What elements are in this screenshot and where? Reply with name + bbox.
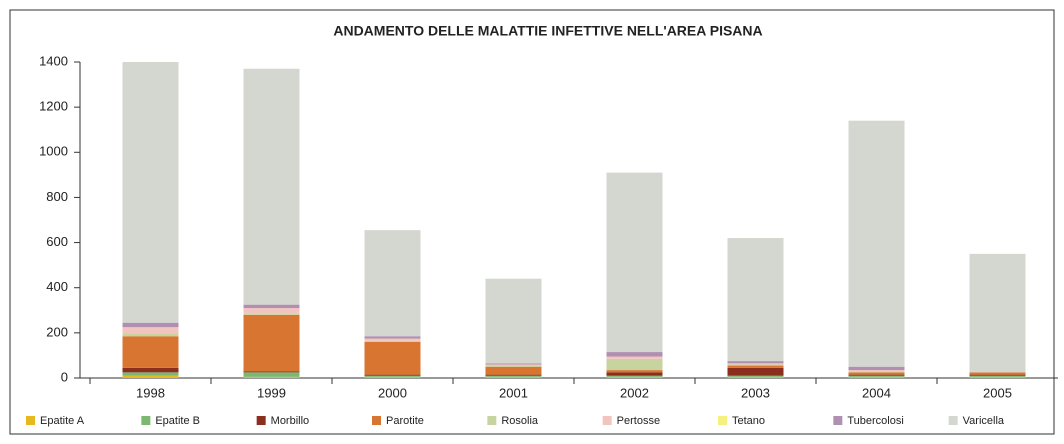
legend-swatch — [487, 416, 497, 425]
x-tick-label: 1999 — [257, 385, 286, 400]
y-tick-label: 400 — [46, 279, 68, 294]
bar-segment — [848, 372, 905, 375]
y-tick-label: 0 — [61, 369, 68, 384]
bar-segment — [969, 372, 1026, 375]
bar-segment — [969, 374, 1026, 376]
bar-segment — [122, 62, 179, 323]
bar-segment — [122, 322, 179, 328]
legend-swatch — [26, 416, 35, 425]
x-tick-label: 2005 — [983, 385, 1012, 400]
legend-swatch — [602, 416, 612, 425]
bar-segment — [122, 336, 179, 368]
bar-segment — [727, 376, 784, 378]
bar-segment — [243, 314, 300, 372]
bar-segment — [364, 375, 421, 377]
legend-swatch — [372, 416, 381, 425]
legend-swatch — [948, 416, 958, 425]
bar-segment — [848, 366, 905, 371]
bar-segment — [485, 363, 542, 365]
bar-segment — [122, 372, 179, 376]
bar-segment — [969, 376, 1026, 378]
y-tick-label: 1000 — [39, 144, 68, 159]
bar-segment — [727, 367, 784, 376]
x-tick-label: 2003 — [741, 385, 770, 400]
x-tick-label: 2004 — [862, 385, 891, 400]
bar-segment — [969, 375, 1026, 377]
bar-segment — [243, 372, 300, 377]
bar-segment — [606, 376, 663, 378]
bar-segment — [122, 327, 179, 334]
legend-label: Tubercolosi — [847, 415, 903, 427]
bar-segment — [364, 376, 421, 378]
bar-segment — [243, 308, 300, 314]
legend-swatch — [141, 416, 151, 425]
legend-label: Varicella — [963, 415, 1005, 427]
bar-segment — [848, 375, 905, 377]
bar-segment — [364, 340, 421, 342]
bar-segment — [485, 364, 542, 366]
legend-label: Parotite — [386, 415, 424, 427]
legend-label: Epatite A — [40, 415, 85, 427]
bar-segment — [122, 375, 179, 378]
bar-segment — [485, 376, 542, 378]
bar-segment — [727, 365, 784, 368]
y-tick-label: 600 — [46, 234, 68, 249]
legend-label: Morbillo — [271, 415, 310, 427]
bar-segment — [969, 253, 1026, 373]
bar-segment — [485, 365, 542, 367]
x-tick-label: 1998 — [136, 385, 165, 400]
y-tick-label: 800 — [46, 189, 68, 204]
bar-segment — [243, 68, 300, 305]
bar-segment — [606, 172, 663, 353]
bar-segment — [485, 278, 542, 364]
bar-segment — [606, 356, 663, 359]
bar-segment — [848, 371, 905, 373]
bar-segment — [243, 313, 300, 315]
bar-segment — [727, 363, 784, 365]
bar-segment — [727, 375, 784, 377]
legend-label: Tetano — [732, 415, 765, 427]
legend-label: Rosolia — [501, 415, 539, 427]
legend-label: Pertosse — [617, 415, 660, 427]
legend-swatch — [718, 416, 727, 425]
bar-segment — [606, 358, 663, 371]
bar-segment — [243, 376, 300, 378]
bar-segment — [485, 366, 542, 375]
bar-segment — [727, 238, 784, 362]
x-tick-label: 2002 — [620, 385, 649, 400]
bar-segment — [122, 333, 179, 337]
bar-segment — [364, 336, 421, 339]
bar-segment — [364, 338, 421, 341]
legend-swatch — [256, 416, 266, 425]
bar-segment — [606, 372, 663, 376]
bar-segment — [606, 352, 663, 357]
x-tick-label: 2000 — [378, 385, 407, 400]
legend-swatch — [833, 416, 843, 425]
bar-segment — [727, 364, 784, 366]
bar-segment — [243, 304, 300, 309]
bar-segment — [485, 375, 542, 377]
bar-segment — [727, 361, 784, 364]
y-tick-label: 200 — [46, 324, 68, 339]
y-tick-label: 1400 — [39, 53, 68, 68]
bar-segment — [848, 376, 905, 378]
bar-segment — [364, 374, 421, 376]
bar-segment — [848, 370, 905, 372]
x-tick-label: 2001 — [499, 385, 528, 400]
bar-segment — [606, 375, 663, 377]
bar-segment — [848, 120, 905, 367]
legend-label: Epatite B — [155, 415, 200, 427]
bar-segment — [364, 341, 421, 375]
bar-segment — [485, 374, 542, 376]
bar-segment — [122, 367, 179, 373]
bar-segment — [848, 374, 905, 376]
bar-segment — [364, 230, 421, 337]
bar-segment — [606, 370, 663, 373]
y-tick-label: 1200 — [39, 99, 68, 114]
bar-segment — [243, 371, 300, 373]
chart-title: ANDAMENTO DELLE MALATTIE INFETTIVE NELL'… — [333, 23, 762, 39]
